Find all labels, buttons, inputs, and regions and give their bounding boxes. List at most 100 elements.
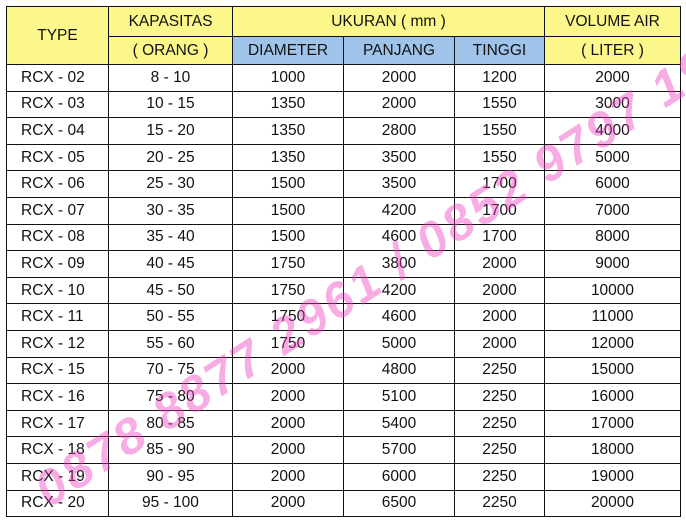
cell-kapasitas: 30 - 35 [108, 196, 233, 225]
cell-kapasitas: 80 - 85 [108, 409, 233, 438]
cell-panjang: 3500 [343, 143, 455, 172]
cell-type: RCX - 12 [6, 329, 109, 358]
table-row: RCX - 04 15 - 20 1350 2800 1550 4000 [6, 117, 681, 145]
cell-kapasitas: 50 - 55 [108, 303, 233, 331]
cell-type: RCX - 17 [6, 409, 109, 438]
header-panjang: PANJANG [343, 36, 455, 65]
cell-volume: 7000 [544, 196, 681, 225]
cell-volume: 18000 [544, 436, 681, 464]
cell-type: RCX - 07 [6, 196, 109, 225]
cell-volume: 9000 [544, 250, 681, 278]
header-kapasitas-unit: ( ORANG ) [108, 36, 233, 65]
header-volume: VOLUME AIR [544, 6, 681, 37]
cell-panjang: 2000 [343, 64, 455, 92]
cell-panjang: 2800 [343, 117, 455, 145]
table-body: RCX - 02 8 - 10 1000 2000 1200 2000 RCX - 03 10… [6, 64, 681, 518]
cell-kapasitas: 20 - 25 [108, 143, 233, 172]
cell-type: RCX - 05 [6, 143, 109, 172]
cell-kapasitas: 90 - 95 [108, 462, 233, 491]
cell-tinggi: 2000 [454, 276, 545, 305]
table-row: RCX - 06 25 - 30 1500 3500 1700 6000 [6, 170, 681, 198]
table-row: RCX - 11 50 - 55 1750 4600 2000 11000 [6, 303, 681, 331]
cell-kapasitas: 95 - 100 [108, 489, 233, 518]
cell-diameter: 2000 [232, 462, 344, 491]
table-row: RCX - 03 10 - 15 1350 2000 1550 3000 [6, 90, 681, 119]
cell-tinggi: 2250 [454, 436, 545, 464]
cell-kapasitas: 45 - 50 [108, 276, 233, 305]
table-row: RCX - 07 30 - 35 1500 4200 1700 7000 [6, 196, 681, 225]
cell-kapasitas: 8 - 10 [108, 64, 233, 92]
table-row: RCX - 18 85 - 90 2000 5700 2250 18000 [6, 436, 681, 464]
cell-volume: 6000 [544, 170, 681, 198]
cell-type: RCX - 19 [6, 462, 109, 491]
cell-type: RCX - 04 [6, 117, 109, 145]
cell-kapasitas: 10 - 15 [108, 90, 233, 119]
cell-diameter: 2000 [232, 409, 344, 438]
table-row: RCX - 16 75 - 80 2000 5100 2250 16000 [6, 383, 681, 411]
cell-panjang: 4200 [343, 276, 455, 305]
header-type: TYPE [6, 6, 109, 65]
cell-kapasitas: 75 - 80 [108, 383, 233, 411]
cell-panjang: 4800 [343, 356, 455, 385]
header-tinggi: TINGGI [454, 36, 545, 65]
table-row: RCX - 02 8 - 10 1000 2000 1200 2000 [6, 64, 681, 92]
cell-volume: 10000 [544, 276, 681, 305]
cell-panjang: 4200 [343, 196, 455, 225]
cell-panjang: 6000 [343, 462, 455, 491]
cell-type: RCX - 15 [6, 356, 109, 385]
cell-tinggi: 2250 [454, 489, 545, 518]
cell-diameter: 2000 [232, 383, 344, 411]
cell-diameter: 1350 [232, 90, 344, 119]
cell-tinggi: 2250 [454, 356, 545, 385]
cell-tinggi: 2250 [454, 462, 545, 491]
cell-tinggi: 1550 [454, 90, 545, 119]
cell-diameter: 2000 [232, 436, 344, 464]
table-row: RCX - 20 95 - 100 2000 6500 2250 20000 [6, 489, 681, 518]
cell-panjang: 4600 [343, 223, 455, 252]
header-ukuran: UKURAN ( mm ) [232, 6, 545, 37]
cell-kapasitas: 15 - 20 [108, 117, 233, 145]
cell-diameter: 1500 [232, 170, 344, 198]
cell-type: RCX - 20 [6, 489, 109, 518]
cell-type: RCX - 06 [6, 170, 109, 198]
cell-volume: 16000 [544, 383, 681, 411]
cell-volume: 2000 [544, 64, 681, 92]
cell-type: RCX - 10 [6, 276, 109, 305]
cell-volume: 12000 [544, 329, 681, 358]
cell-volume: 19000 [544, 462, 681, 491]
cell-type: RCX - 18 [6, 436, 109, 464]
cell-kapasitas: 70 - 75 [108, 356, 233, 385]
cell-type: RCX - 03 [6, 90, 109, 119]
cell-diameter: 1750 [232, 276, 344, 305]
table-row: RCX - 05 20 - 25 1350 3500 1550 5000 [6, 143, 681, 172]
table-row: RCX - 17 80 - 85 2000 5400 2250 17000 [6, 409, 681, 438]
cell-kapasitas: 35 - 40 [108, 223, 233, 252]
cell-panjang: 6500 [343, 489, 455, 518]
cell-diameter: 1350 [232, 117, 344, 145]
cell-diameter: 1750 [232, 329, 344, 358]
cell-type: RCX - 11 [6, 303, 109, 331]
cell-kapasitas: 40 - 45 [108, 250, 233, 278]
cell-volume: 20000 [544, 489, 681, 518]
table-row: RCX - 19 90 - 95 2000 6000 2250 19000 [6, 462, 681, 491]
cell-panjang: 2000 [343, 90, 455, 119]
cell-volume: 5000 [544, 143, 681, 172]
cell-diameter: 1750 [232, 303, 344, 331]
cell-volume: 15000 [544, 356, 681, 385]
cell-diameter: 1750 [232, 250, 344, 278]
cell-tinggi: 1700 [454, 170, 545, 198]
header-volume-unit: ( LITER ) [544, 36, 681, 65]
cell-type: RCX - 02 [6, 64, 109, 92]
cell-panjang: 4600 [343, 303, 455, 331]
cell-panjang: 5000 [343, 329, 455, 358]
header-kapasitas: KAPASITAS [108, 6, 233, 37]
cell-tinggi: 2000 [454, 250, 545, 278]
cell-diameter: 1500 [232, 223, 344, 252]
cell-tinggi: 1550 [454, 143, 545, 172]
spec-table: TYPE KAPASITAS UKURAN ( mm ) VOLUME AIR … [6, 6, 681, 518]
cell-tinggi: 2250 [454, 383, 545, 411]
cell-kapasitas: 85 - 90 [108, 436, 233, 464]
cell-panjang: 5700 [343, 436, 455, 464]
cell-panjang: 5400 [343, 409, 455, 438]
cell-tinggi: 2250 [454, 409, 545, 438]
